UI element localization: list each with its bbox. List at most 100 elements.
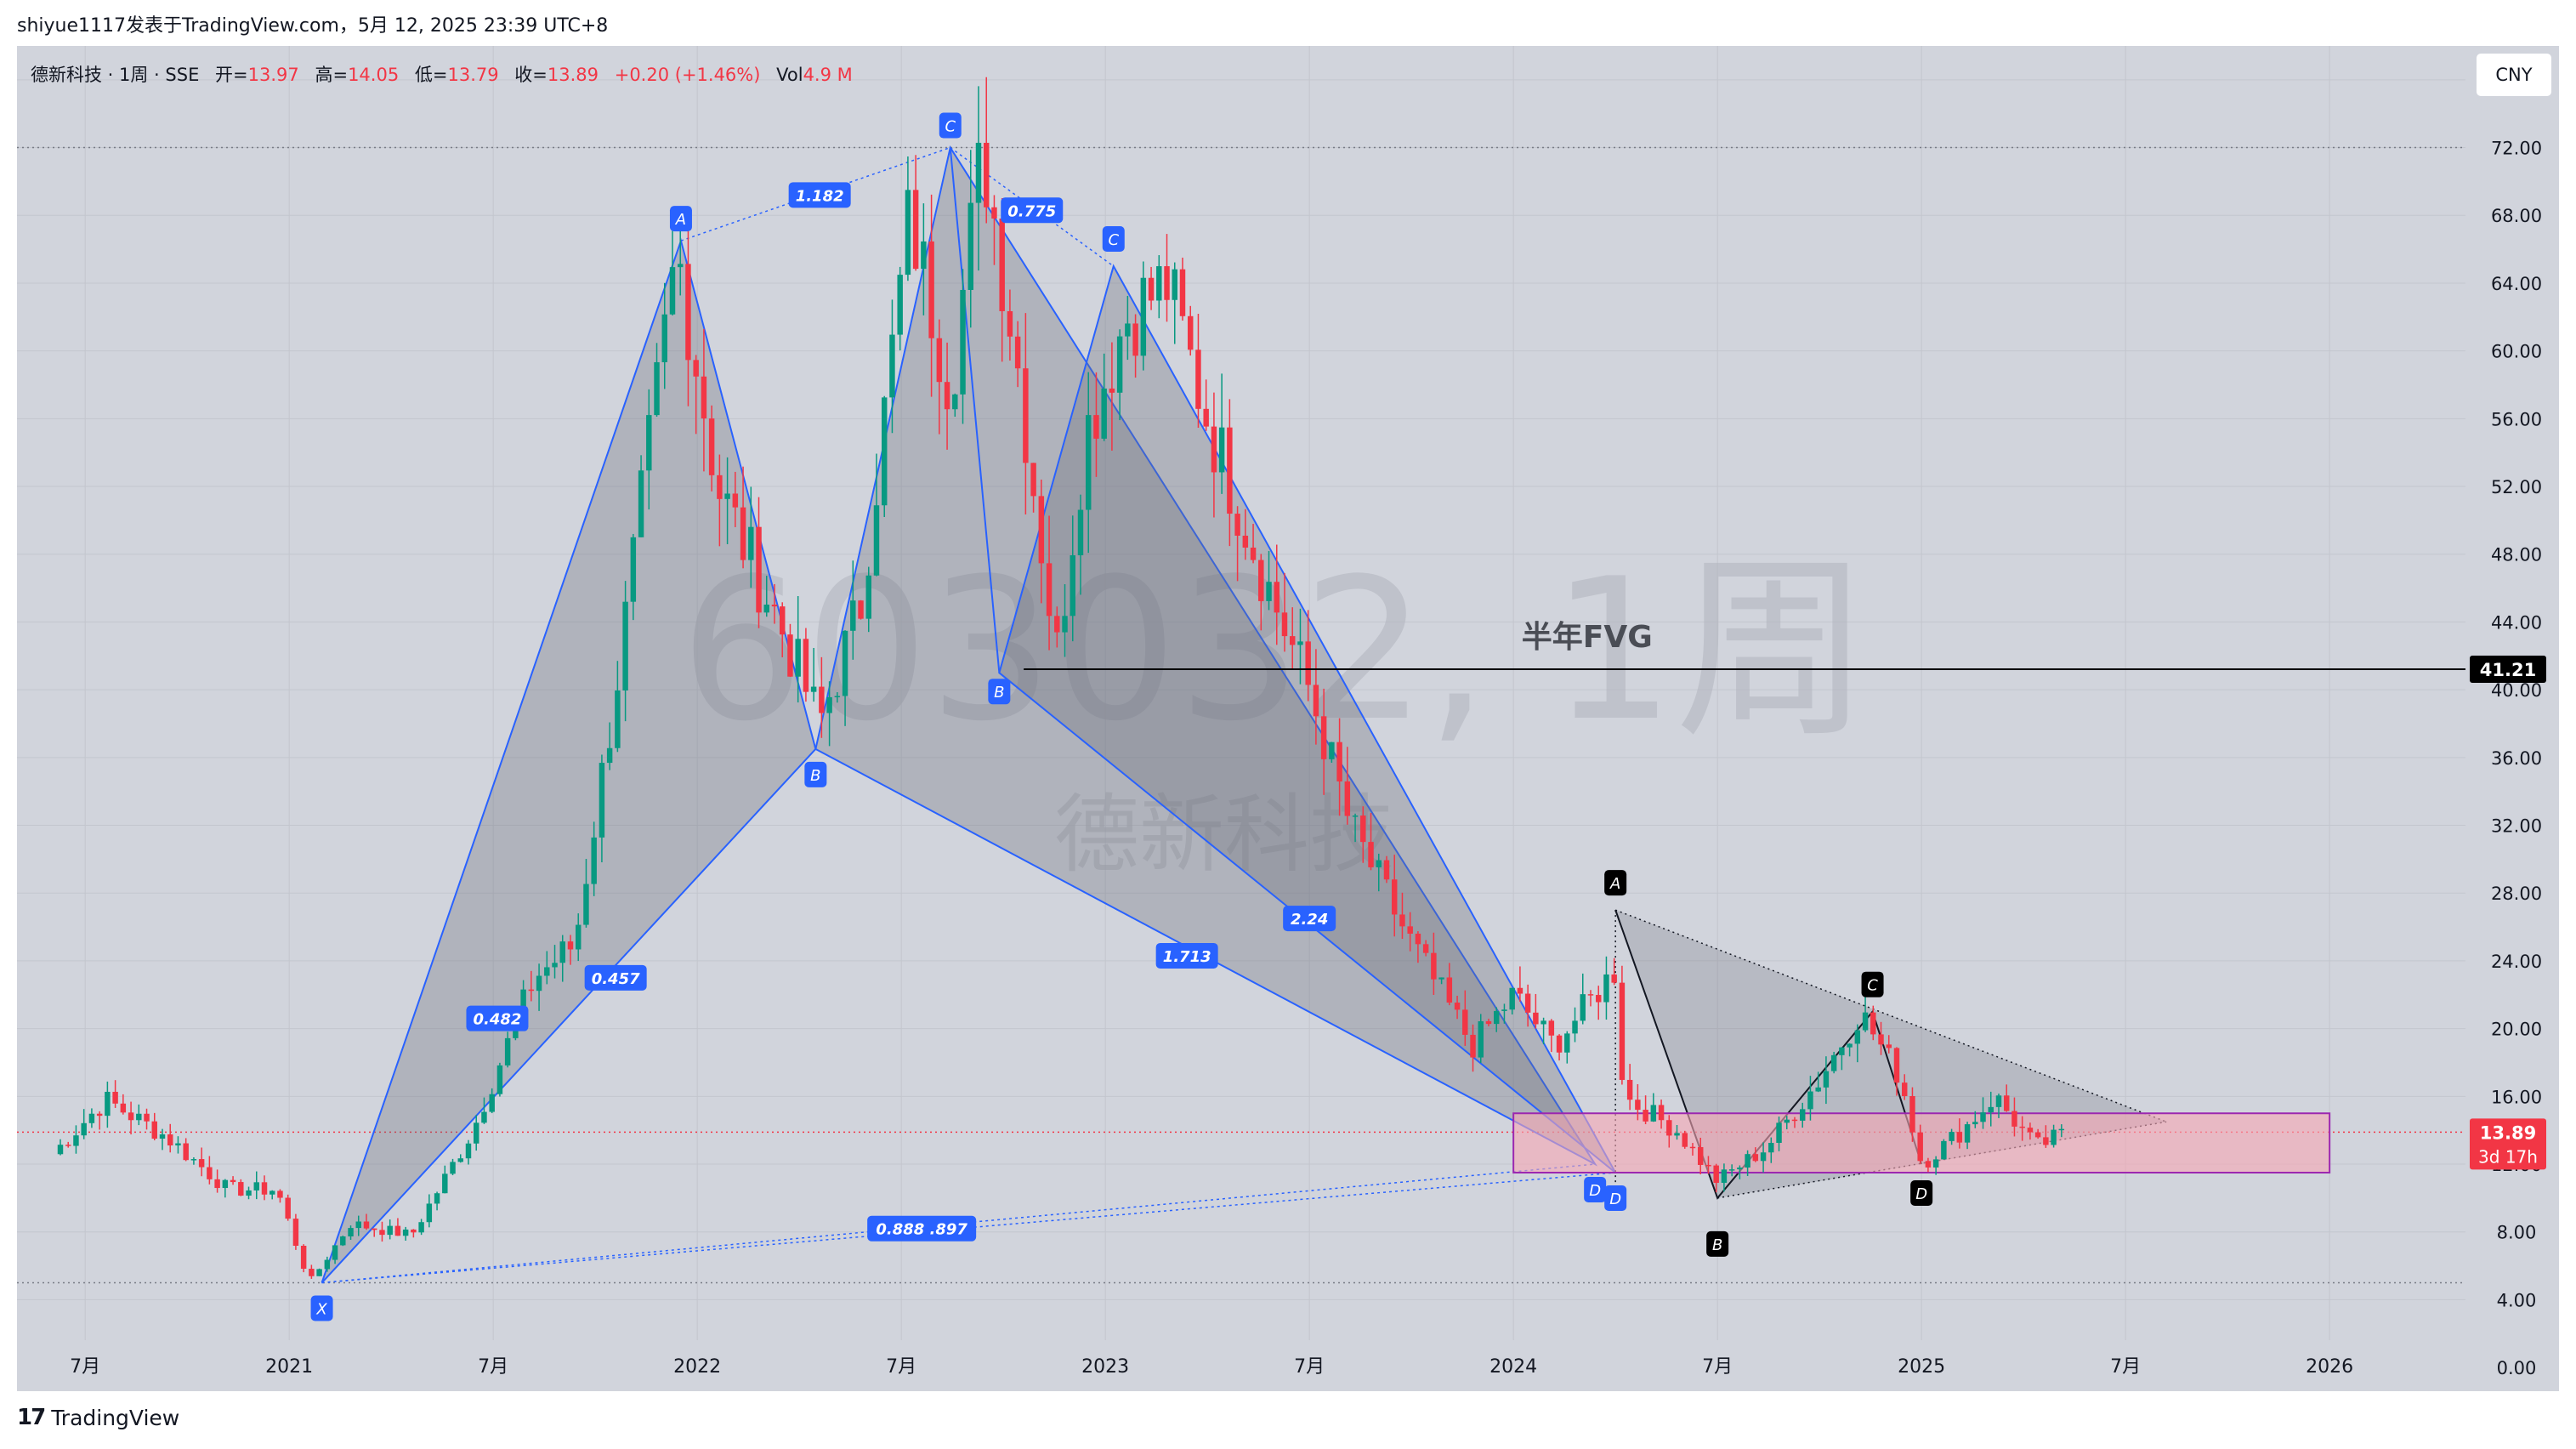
candle-body [881, 397, 888, 506]
time-tick-label: 7月 [478, 1356, 508, 1378]
time-tick-label: 7月 [886, 1356, 916, 1378]
harmonic1-point-c-box [939, 112, 962, 139]
candle-body [1580, 994, 1586, 1021]
candle-body [921, 241, 927, 270]
abcd-point-d: D [1915, 1185, 1927, 1203]
candle-body [1595, 995, 1602, 1003]
candle-body [873, 505, 880, 576]
candle-body [701, 376, 707, 419]
candle-body [1603, 974, 1609, 1003]
candle-body [795, 639, 801, 677]
abcd-point-c: C [1867, 977, 1878, 995]
price-tick-label: 48.00 [2491, 545, 2542, 565]
candle-body [693, 360, 699, 377]
candle-body [1784, 1119, 1790, 1123]
candle-body [1313, 685, 1319, 717]
symbol-legend[interactable]: 德新科技 · 1周 · SSE 开=13.97 高=14.05 低=13.79 … [31, 61, 853, 87]
high-label: 高= [315, 65, 349, 85]
harmonic1-point-a-box [669, 206, 692, 232]
candle-body [1932, 1159, 1939, 1168]
candle-body [57, 1145, 64, 1155]
candle-body [167, 1134, 173, 1145]
candle-body [1674, 1133, 1680, 1136]
harmonic2-leg [949, 147, 1001, 673]
time-tick-label: 7月 [1294, 1356, 1325, 1378]
candle-body [1540, 1020, 1546, 1025]
abcd-point-b-box [1706, 1230, 1729, 1257]
candle-body [1878, 1034, 1884, 1045]
ratio-d2: 2.24 [1291, 911, 1328, 929]
candle-body [136, 1113, 142, 1121]
symbol-name[interactable]: 德新科技 · 1周 · SSE [31, 65, 200, 85]
candle-body [834, 696, 841, 697]
candle-body [1250, 547, 1257, 560]
candle-body [73, 1135, 79, 1146]
watermark: 603032, 1周 德新科技 [680, 537, 1871, 884]
ratio-abc: 1.182 [796, 187, 844, 205]
candle-body [285, 1197, 291, 1219]
candle-body [1697, 1146, 1704, 1165]
candle-body [363, 1221, 370, 1229]
candle-body [599, 763, 605, 838]
candle-body [324, 1259, 331, 1270]
candle-body [112, 1091, 118, 1104]
candle-body [889, 334, 895, 398]
candle-body [1376, 860, 1382, 867]
time-tick-label: 7月 [1702, 1356, 1733, 1378]
candle-body [1949, 1132, 1955, 1141]
candle-body [2034, 1132, 2041, 1138]
harmonic1-point-d: D [1589, 1182, 1601, 1200]
time-tick-label: 7月 [2110, 1356, 2141, 1378]
candle-body [387, 1225, 393, 1236]
candle-body [1721, 1169, 1728, 1183]
candle-body [999, 219, 1005, 311]
candle-body [591, 837, 597, 884]
candle-body [481, 1111, 487, 1123]
harmonic1-point-c: C [945, 118, 956, 136]
candle-body [1901, 1082, 1908, 1097]
harmonic2-point-b: B [994, 684, 1004, 702]
candle-body [1320, 716, 1327, 759]
time-tick-label: 2025 [1898, 1356, 1945, 1378]
candle-body [222, 1179, 229, 1189]
candle-body [528, 989, 535, 992]
candle-body [1187, 315, 1194, 350]
candle-body [292, 1219, 299, 1247]
tradingview-brand[interactable]: 17 TradingView [17, 1405, 179, 1430]
candle-body [1415, 933, 1421, 945]
candle-body [1234, 514, 1240, 536]
candle-body [575, 924, 582, 950]
time-tick-label: 2022 [673, 1356, 721, 1378]
candle-body [1635, 1100, 1641, 1111]
candle-body [544, 967, 550, 976]
candle-body [1666, 1120, 1672, 1136]
candle-body [465, 1143, 472, 1159]
candle-body [1791, 1119, 1798, 1122]
abcd-upper-line [1614, 909, 2167, 1122]
price-tick-label: 44.00 [2491, 612, 2542, 633]
candle-body [1148, 277, 1155, 301]
candle-body [1023, 368, 1029, 463]
candle-body [1964, 1124, 1971, 1143]
candle-body [504, 1037, 511, 1065]
abcd-point-a: A [1609, 875, 1620, 893]
open-label: 开= [215, 65, 248, 85]
candle-body [661, 314, 667, 362]
candle-body [654, 361, 660, 416]
time-axis-bg [17, 1340, 2467, 1391]
currency-button[interactable]: CNY [2476, 53, 2552, 97]
fvg-price-tag: 41.21 [2480, 660, 2536, 680]
abcd-point-a-box [1604, 870, 1627, 896]
candle-body [724, 493, 730, 499]
price-tick-label: 72.00 [2491, 139, 2542, 159]
ratio-c2: 0.775 [1007, 202, 1056, 220]
harmonic1-point-b: B [810, 767, 820, 785]
candle-body [1391, 879, 1398, 915]
candle-body [238, 1182, 244, 1196]
candle-body [897, 275, 903, 335]
price-tick-label: 24.00 [2491, 952, 2542, 972]
candle-body [787, 634, 793, 677]
price-chart[interactable]: 603032, 1周 德新科技 半年FVG X A B C D B C D A B C D 0.482 0… [17, 46, 2559, 1391]
ratio-d2-box [1283, 906, 1336, 932]
candle-body [905, 190, 911, 276]
